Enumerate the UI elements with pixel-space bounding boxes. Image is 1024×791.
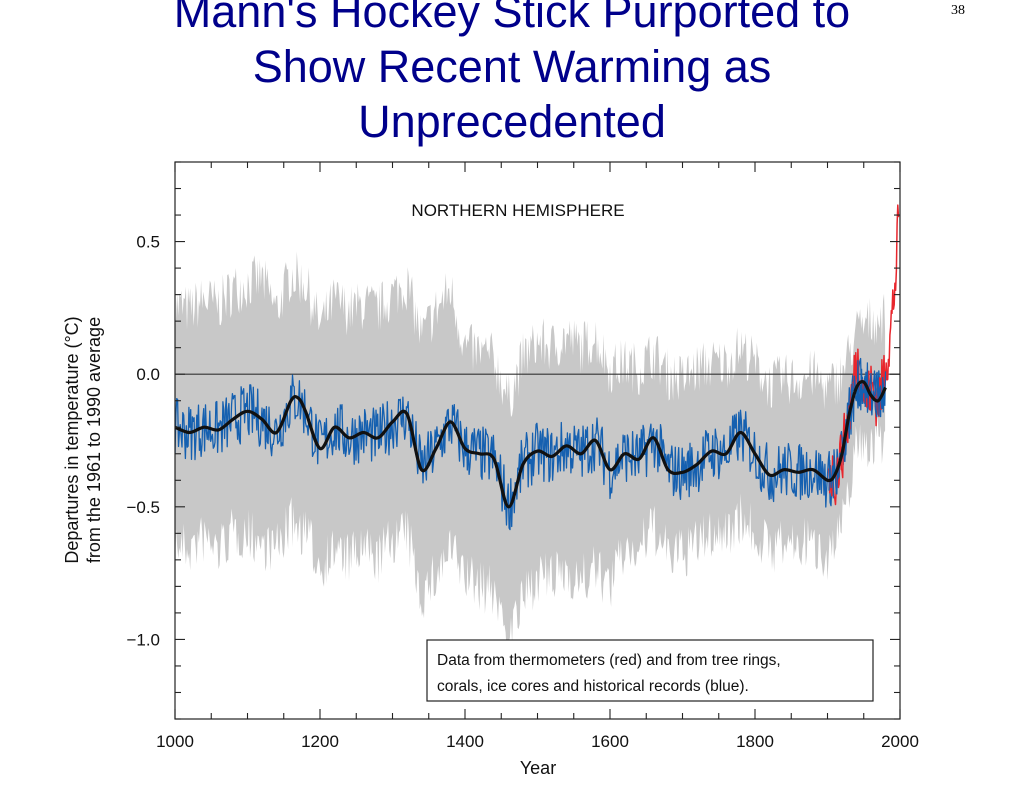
thermometer-record-line [828,204,900,506]
y-tick-label-0: 0.5 [136,233,160,252]
legend-line-2: corals, ice cores and historical records… [437,678,749,695]
x-tick-label-1200: 1200 [301,732,339,751]
y-tick-label-2: −0.5 [126,498,160,517]
x-tick-label-1000: 1000 [156,732,194,751]
x-tick-label-1600: 1600 [591,732,629,751]
x-tick-label-1400: 1400 [446,732,484,751]
uncertainty-band [175,251,886,653]
proxy-overlap-line [828,360,887,499]
y-tick-label-1: 0.0 [136,365,160,384]
x-axis-title: Year [520,758,556,778]
y-axis-title: Departures in temperature (°C) from the … [62,316,104,563]
smoothed-series-layer [175,380,887,509]
axis-ticks: 1000 1200 1400 1600 1800 2000 0.5 0.0 −0.5 −1.0 [126,161,919,751]
slide-title: Mann's Hockey Stick Purported to Show Re… [62,0,962,149]
proxy-series-layer [175,357,886,531]
legend: Data from thermometers (red) and from tr… [426,639,874,702]
x-tick-label-2000: 2000 [881,732,919,751]
legend-box [426,639,874,702]
slide-title-line-2: Show Recent Warming as [252,41,772,92]
smoothed-line [175,380,887,509]
legend-line-1: Data from thermometers (red) and from tr… [437,652,781,669]
slide-title-line-1: Mann's Hockey Stick Purported to [173,0,851,37]
proxy-reconstruction-line [175,357,886,531]
y-axis-title-line-1: Departures in temperature (°C) [62,316,82,563]
y-axis-title-line-2: from the 1961 to 1990 average [84,317,104,563]
y-tick-label-3: −1.0 [126,630,160,649]
x-tick-label-1800: 1800 [736,732,774,751]
slide-title-line-3: Unprecedented [358,96,666,147]
thermometer-series-layer [828,204,900,506]
page-number: 38 [951,3,965,18]
panel-label: NORTHERN HEMISPHERE [411,201,624,220]
uncertainty-band-layer [175,251,886,653]
